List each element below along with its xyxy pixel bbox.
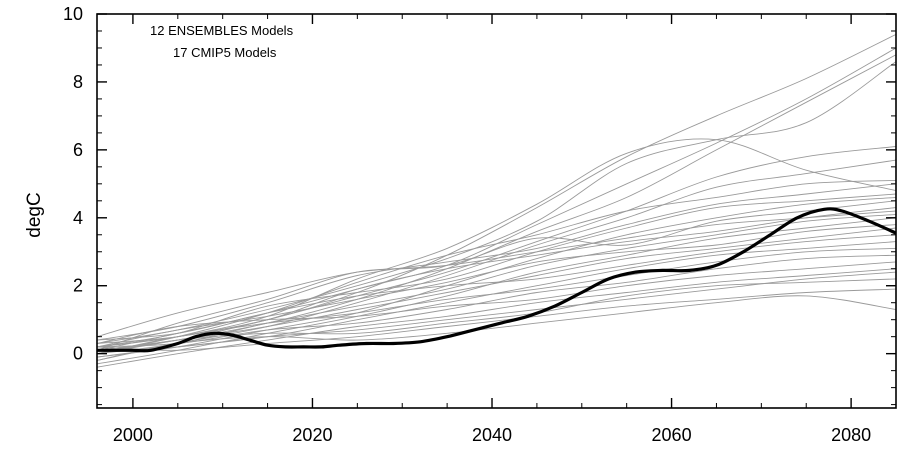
ensemble-line — [97, 183, 896, 341]
ensemble-line — [97, 210, 896, 338]
x-tick-label: 2040 — [472, 425, 512, 445]
ensemble-line — [97, 261, 896, 344]
x-tick-label: 2080 — [831, 425, 871, 445]
ensemble-line — [97, 200, 896, 351]
ensemble-line — [97, 268, 896, 368]
ensemble-line — [97, 234, 896, 341]
y-tick-label: 2 — [73, 276, 83, 296]
plot-frame — [96, 13, 897, 409]
legend-text-cmip5: 17 CMIP5 Models — [173, 45, 277, 60]
highlight-line — [97, 207, 896, 353]
x-tick-label: 2060 — [652, 425, 692, 445]
ensemble-line — [97, 288, 896, 351]
ensemble-line — [97, 61, 896, 344]
ensemble-line — [97, 247, 896, 355]
ensemble-line — [97, 54, 896, 355]
x-tick-label: 2000 — [113, 425, 153, 445]
y-tick-label: 10 — [63, 4, 83, 24]
ensemble-line — [97, 138, 896, 348]
y-axis-title: degC — [24, 192, 45, 237]
ensemble-line — [97, 278, 896, 355]
legend-text-ensembles: 12 ENSEMBLES Models — [150, 23, 294, 38]
ensemble-lines — [97, 33, 896, 368]
ensemble-line — [97, 47, 896, 351]
ensemble-line — [97, 193, 896, 348]
y-tick-label: 6 — [73, 140, 83, 160]
ensemble-line — [97, 179, 896, 355]
ensemble-line — [97, 146, 896, 351]
y-tick-label: 8 — [73, 72, 83, 92]
x-tick-label: 2020 — [292, 425, 332, 445]
ensemble-line — [97, 224, 896, 348]
y-tick-label: 0 — [73, 344, 83, 364]
y-tick-label: 4 — [73, 208, 83, 228]
ensemble-line — [97, 271, 896, 351]
axes: 0 2 4 6 8 10 2000 2020 2040 2060 2080 — [63, 4, 896, 445]
ensemble-line — [97, 295, 896, 361]
highlight-line-group — [97, 207, 896, 353]
